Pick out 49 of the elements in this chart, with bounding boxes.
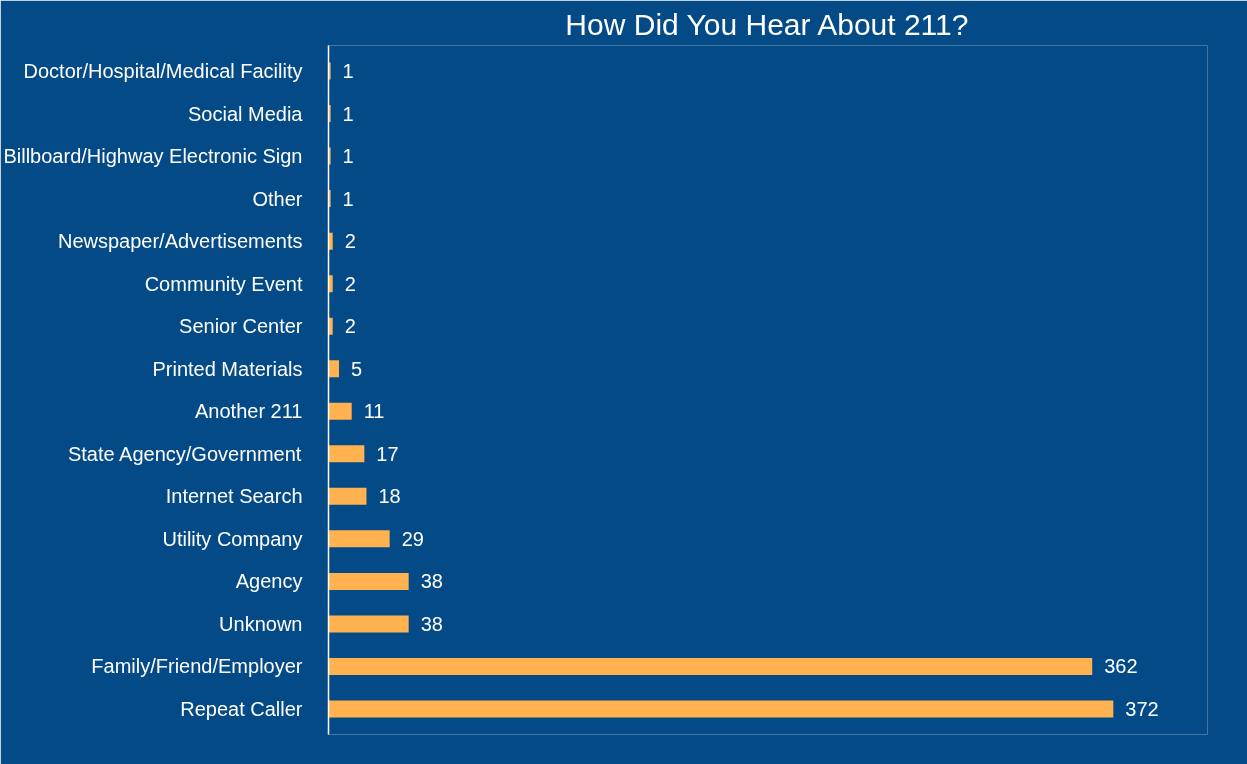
y-tick-label: Another 211 xyxy=(195,400,303,423)
bar xyxy=(328,62,331,80)
data-label: 18 xyxy=(378,485,401,508)
bar xyxy=(328,105,331,123)
y-tick-label: Other xyxy=(252,187,303,210)
data-label: 1 xyxy=(342,102,354,125)
data-label: 372 xyxy=(1125,697,1159,720)
y-tick-label: Utility Company xyxy=(162,527,303,550)
y-tick-label: Senior Center xyxy=(179,315,303,338)
bar xyxy=(328,190,331,208)
data-label: 1 xyxy=(342,60,354,83)
bar xyxy=(328,657,1093,675)
bar xyxy=(328,615,409,633)
y-tick-label: Community Event xyxy=(144,272,303,295)
data-label: 29 xyxy=(401,527,424,550)
bar xyxy=(328,360,340,378)
bar xyxy=(328,572,409,590)
y-tick-label: Printed Materials xyxy=(152,357,303,380)
bar xyxy=(328,530,390,548)
data-label: 1 xyxy=(342,145,354,168)
chart-title: How Did You Hear About 211? xyxy=(565,7,969,41)
data-label: 17 xyxy=(376,442,399,465)
data-label: 1 xyxy=(342,187,354,210)
y-tick-label: Social Media xyxy=(188,102,304,125)
y-tick-label: Newspaper/Advertisements xyxy=(57,230,303,253)
y-tick-label: Repeat Caller xyxy=(180,697,303,720)
bar xyxy=(328,232,333,250)
y-tick-label: Billboard/Highway Electronic Sign xyxy=(3,145,303,168)
bar xyxy=(328,700,1114,718)
data-label: 362 xyxy=(1104,655,1138,678)
bar xyxy=(328,445,365,463)
bar xyxy=(328,147,331,165)
data-label: 38 xyxy=(420,570,443,593)
data-label: 2 xyxy=(344,272,356,295)
data-label: 2 xyxy=(344,230,356,253)
y-tick-label: Unknown xyxy=(219,612,303,635)
y-tick-label: Agency xyxy=(235,570,303,593)
data-label: 11 xyxy=(363,400,385,423)
data-label: 38 xyxy=(420,612,443,635)
bar xyxy=(328,275,333,293)
bar xyxy=(328,402,352,420)
y-tick-label: Doctor/Hospital/Medical Facility xyxy=(23,60,303,83)
y-tick-label: Family/Friend/Employer xyxy=(91,655,303,678)
bar xyxy=(328,487,367,505)
y-tick-label: Internet Search xyxy=(165,485,303,508)
bar xyxy=(328,317,333,335)
data-label: 5 xyxy=(351,357,363,380)
data-label: 2 xyxy=(344,315,356,338)
y-tick-label: State Agency/Government xyxy=(67,442,302,465)
